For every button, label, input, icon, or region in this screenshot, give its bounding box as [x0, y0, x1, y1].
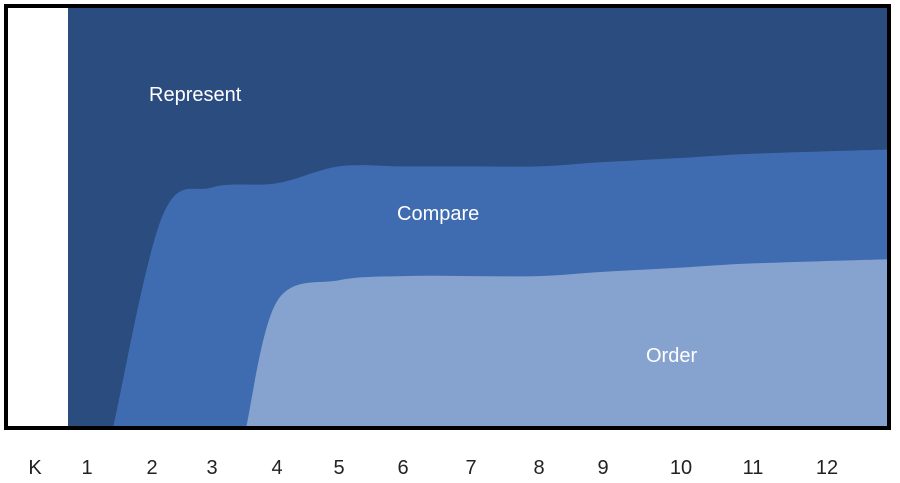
- x-tick-label: 7: [465, 457, 476, 479]
- x-tick-label: 9: [597, 457, 608, 479]
- x-tick-label: 2: [146, 457, 157, 479]
- x-tick-label: 8: [533, 457, 544, 479]
- x-tick-label: K: [28, 457, 42, 479]
- plot-border: [4, 4, 891, 430]
- x-tick-label: 4: [271, 457, 282, 479]
- x-tick-label: 12: [816, 457, 838, 479]
- x-tick-label: 10: [670, 457, 692, 479]
- x-axis-tick-labels: K 1 2 3 4 5 6 7 8 9 10 11 12: [28, 457, 838, 479]
- x-tick-label: 6: [397, 457, 408, 479]
- area-label-compare: Compare: [397, 203, 479, 225]
- x-tick-label: 11: [743, 457, 764, 479]
- area-order: [246, 259, 889, 428]
- area-labels: Order Compare Represent: [149, 84, 697, 367]
- x-tick-label: 3: [206, 457, 217, 479]
- area-layers: [68, 6, 889, 429]
- area-label-order: Order: [646, 345, 697, 367]
- area-label-represent: Represent: [149, 84, 242, 106]
- x-tick-label: 5: [333, 457, 344, 479]
- x-tick-label: 1: [81, 457, 92, 479]
